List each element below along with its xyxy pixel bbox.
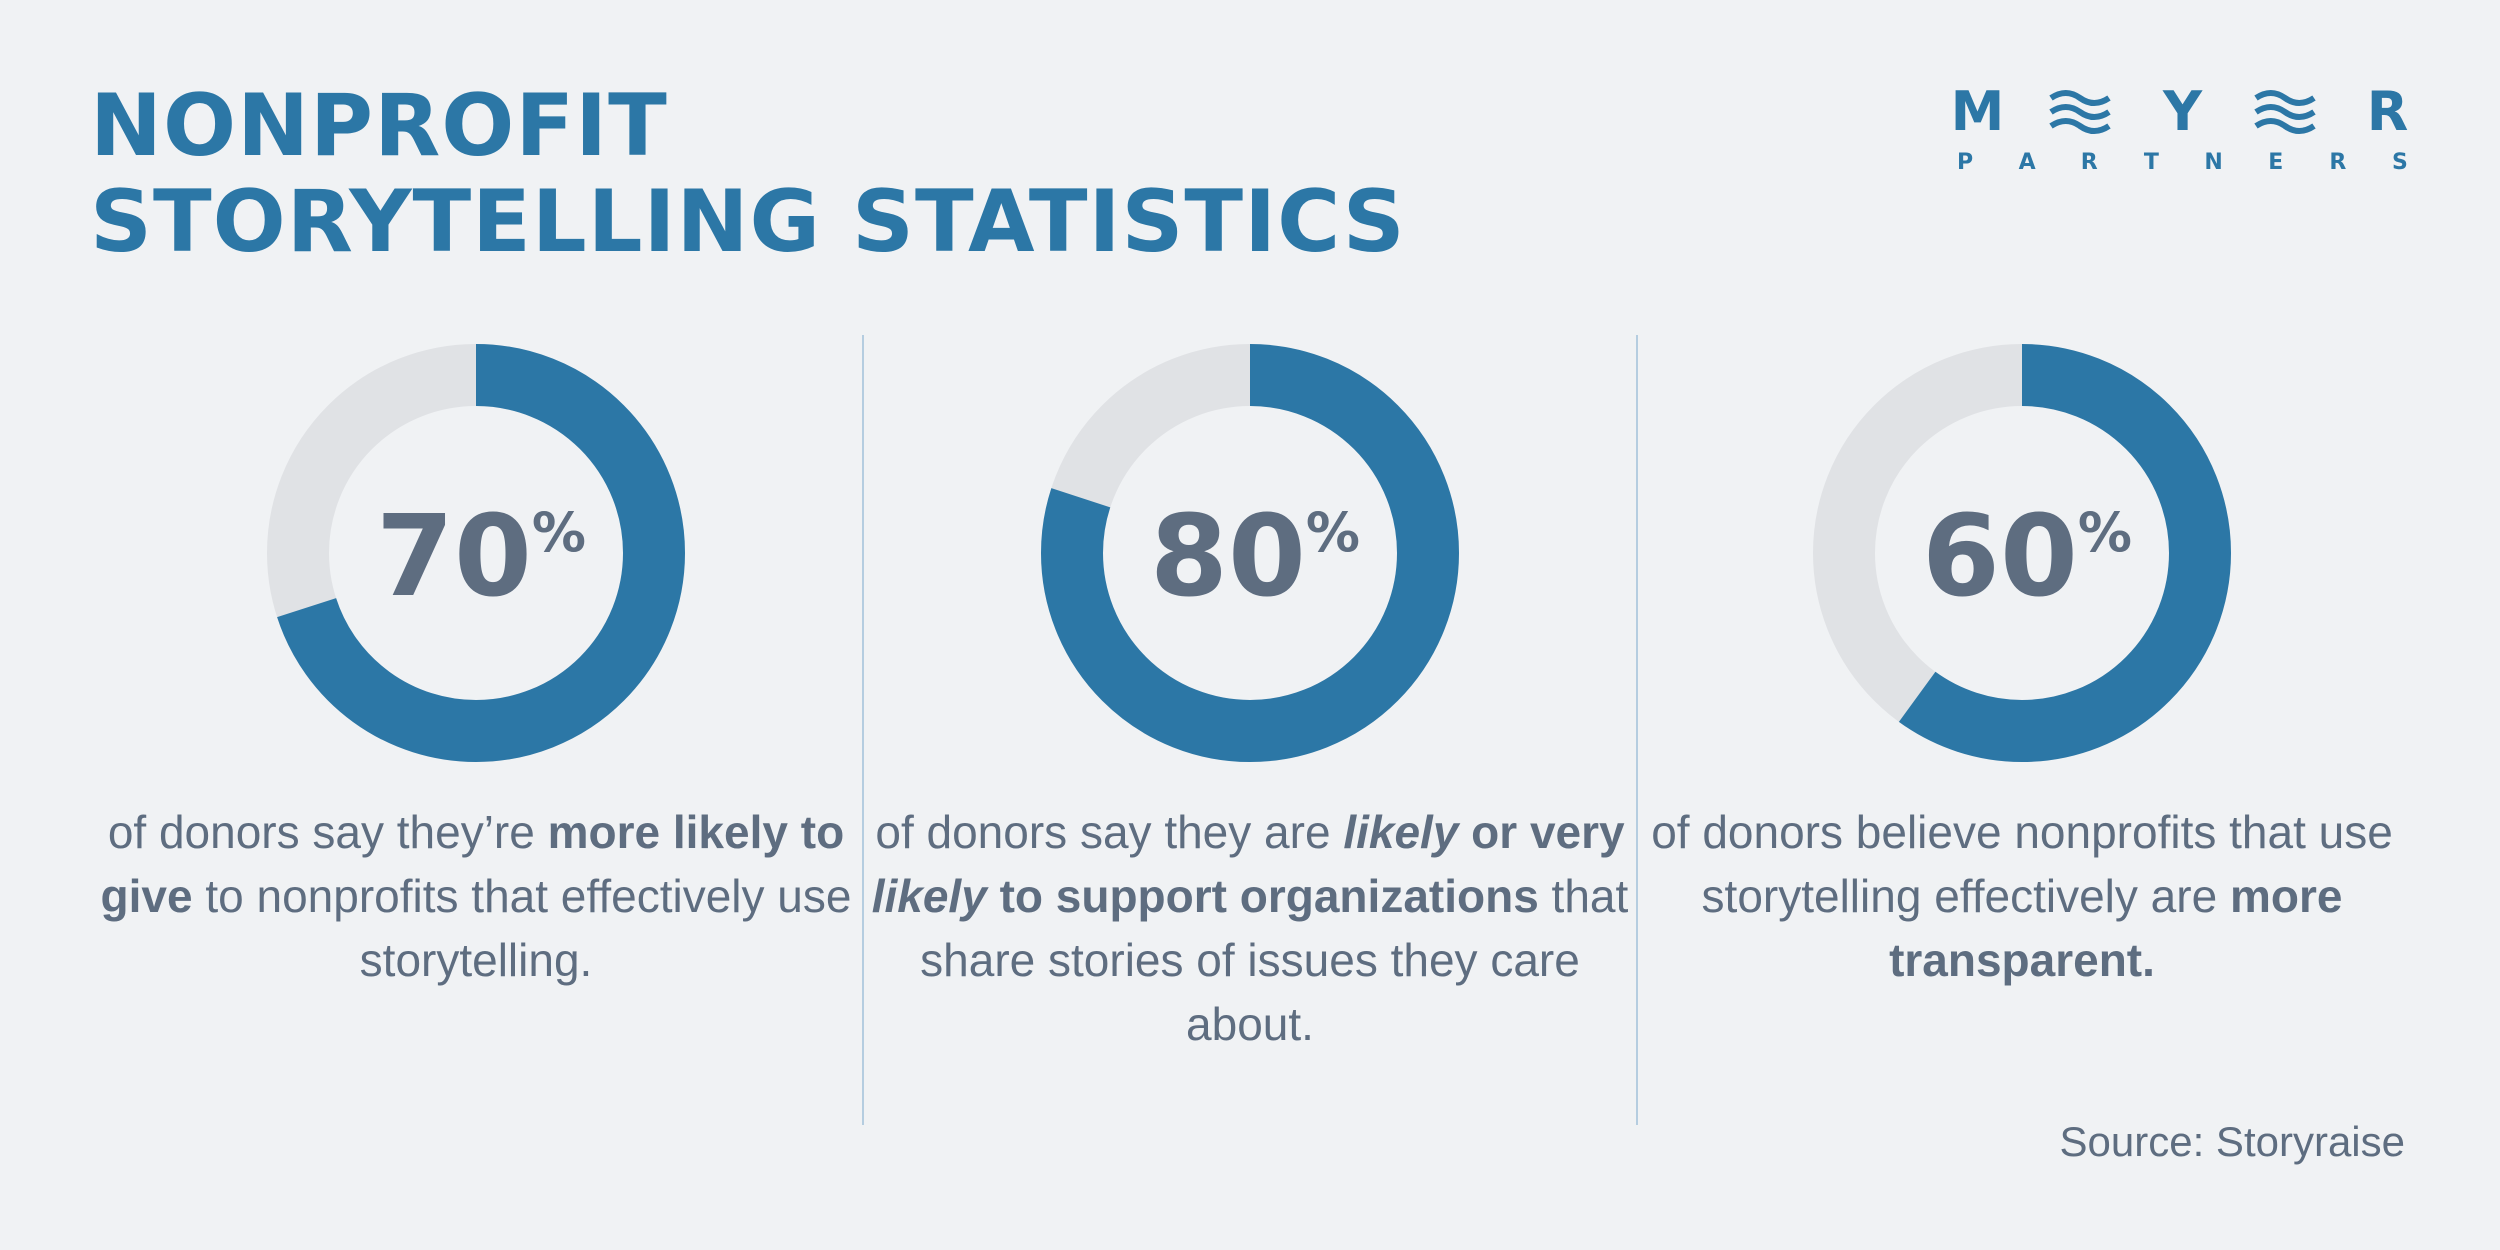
stat-panel-3: 60% of donors believe nonprofits that us… xyxy=(1642,340,2402,1120)
stat-description-1: of donors say they’re more likely to giv… xyxy=(96,800,856,992)
stat-description-2: of donors say they are likely or very li… xyxy=(870,800,1630,1056)
logo-sub-letter: S xyxy=(2392,150,2408,175)
donut-chart-2: 80% xyxy=(1041,344,1459,762)
donut-value-number: 70 xyxy=(376,492,532,622)
description-text: to nonprofits that effectively use story… xyxy=(192,870,852,986)
emphasis-text: more likely to give xyxy=(100,806,845,922)
logo-sub-letter: A xyxy=(2018,150,2036,175)
logo-letter-r: R xyxy=(2366,80,2409,143)
description-text: of donors say they’re xyxy=(107,806,548,858)
logo-wave-icon xyxy=(2254,90,2316,134)
description-text: that share stories of issues they care a… xyxy=(920,870,1629,1050)
emphasis-text: or very xyxy=(1458,806,1625,858)
logo-wave-icon xyxy=(2049,90,2111,134)
description-text: of donors believe nonprofits that use st… xyxy=(1651,806,2393,922)
emphasis-text: to support organizations xyxy=(986,870,1539,922)
title-line-1: NONPROFIT xyxy=(90,76,668,176)
emphasis-text: more transparent. xyxy=(1889,870,2343,986)
description-text: of donors say they are xyxy=(875,806,1344,858)
logo-sub-letter: N xyxy=(2204,150,2223,175)
donut-value-label: 60% xyxy=(1922,492,2132,622)
logo-letter-m: M xyxy=(1950,80,2005,143)
logo-sub-letter: T xyxy=(2143,150,2159,175)
logo-sub-letter: P xyxy=(1956,150,1974,175)
title-line-2: STORYTELLING STATISTICS xyxy=(90,172,1406,272)
donut-value-label: 70% xyxy=(376,492,586,622)
column-divider xyxy=(862,335,864,1125)
column-divider xyxy=(1636,335,1638,1125)
donut-percent-sign: % xyxy=(1306,501,1360,564)
emphasis-text: likely xyxy=(871,870,987,922)
donut-value-label: 80% xyxy=(1150,492,1360,622)
donut-percent-sign: % xyxy=(532,501,586,564)
donut-value-number: 60 xyxy=(1922,492,2078,622)
logo-subtitle: P A R T N E R S xyxy=(1950,150,2415,176)
logo-sub-letter: R xyxy=(2080,150,2098,175)
donut-value-arc xyxy=(1813,344,2231,762)
donut-chart-3: 60% xyxy=(1813,344,2231,762)
donut-value-number: 80 xyxy=(1150,492,1306,622)
donut-value-arc xyxy=(267,344,685,762)
source-note: Source: Storyraise xyxy=(2059,1118,2405,1165)
emphasis-text: likely xyxy=(1343,806,1459,858)
logo-wordmark: M Y R xyxy=(1950,82,2415,142)
logo-sub-letter: E xyxy=(2268,150,2284,175)
page-title: NONPROFIT STORYTELLING STATISTICS xyxy=(90,78,1406,270)
stat-description-3: of donors believe nonprofits that use st… xyxy=(1642,800,2402,992)
meyer-partners-logo: M Y R P A R T N E R S xyxy=(1950,82,2420,182)
logo-sub-letter: R xyxy=(2329,150,2347,175)
stat-panel-2: 80% of donors say they are likely or ver… xyxy=(870,340,1630,1120)
donut-percent-sign: % xyxy=(2078,501,2132,564)
donut-value-arc xyxy=(1041,344,1459,762)
logo-letter-y: Y xyxy=(2162,80,2203,143)
stat-panel-1: 70% of donors say they’re more likely to… xyxy=(96,340,856,1120)
donut-chart-1: 70% xyxy=(267,344,685,762)
